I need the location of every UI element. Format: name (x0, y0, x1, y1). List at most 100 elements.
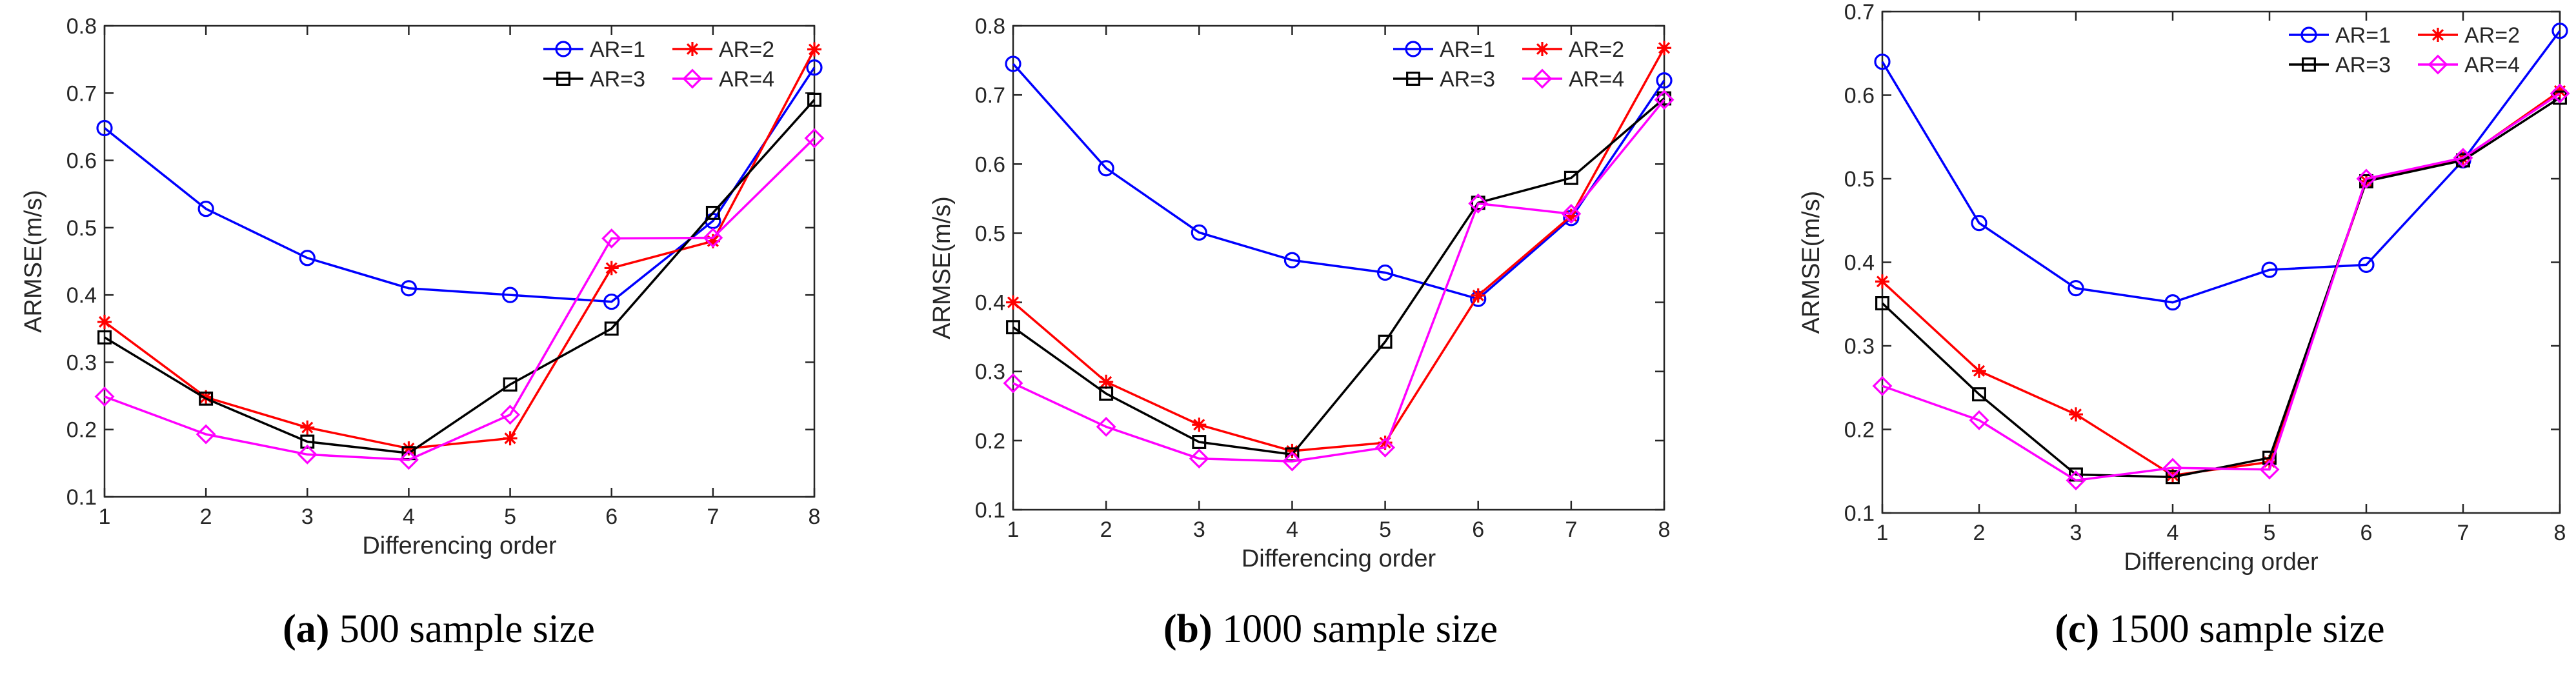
data-point-ar2 (300, 420, 315, 435)
x-tick-label: 2 (1973, 521, 1986, 545)
series-ar4 (1872, 83, 2570, 490)
series-ar2 (97, 42, 821, 456)
legend-label: AR=4 (2464, 53, 2520, 77)
y-tick-label: 0.6 (975, 152, 1005, 177)
series-line-ar3 (1012, 97, 1665, 456)
series-line-ar3 (104, 99, 816, 455)
data-point-ar4 (1375, 437, 1396, 458)
data-point-ar1 (1874, 54, 1891, 70)
data-point-ar3 (1192, 435, 1207, 449)
data-point-ar2 (1564, 208, 1578, 223)
data-point-ar3 (300, 434, 315, 449)
data-point-ar2 (1192, 417, 1207, 432)
data-point-ar2 (401, 441, 416, 456)
panel-caption-letter: (a) (283, 607, 329, 651)
data-point-ar4 (500, 405, 521, 425)
legend: AR=1 AR=3 AR=2 AR=4 (2289, 23, 2520, 77)
data-point-ar4 (1003, 373, 1023, 394)
legend-marker (1406, 72, 1420, 86)
x-tick-label: 2 (1100, 517, 1112, 542)
data-point-ar4 (2550, 83, 2570, 104)
data-point-ar4 (601, 228, 622, 249)
data-point-ar1 (197, 201, 214, 217)
data-point-ar4 (398, 450, 419, 470)
data-point-ar1 (603, 293, 620, 310)
data-point-ar3 (1972, 387, 1986, 402)
legend-marker (556, 72, 570, 86)
legend-marker (2302, 57, 2316, 72)
series-line-ar4 (1012, 99, 1665, 463)
legend-entry-ar4: AR=4 (672, 67, 774, 92)
legend-marker (2431, 28, 2445, 42)
y-tick-label: 0.4 (66, 283, 97, 308)
chart-panel-1: 0.1 0.2 0.3 0.4 0.5 0.6 0.7 0.8 1 2 3 4 5 6 7 8 Differen… (20, 14, 825, 651)
data-point-ar3 (2262, 450, 2277, 465)
data-point-ar4 (196, 424, 216, 445)
data-point-ar4 (2066, 470, 2086, 490)
data-point-ar3 (2166, 470, 2180, 485)
x-tick-label: 5 (504, 505, 516, 529)
data-point-ar3 (1564, 170, 1578, 185)
x-tick-label: 2 (200, 505, 212, 529)
legend-label: AR=2 (719, 37, 774, 62)
y-tick-label: 0.1 (975, 498, 1005, 523)
legend-entry-ar1: AR=1 (1393, 37, 1495, 62)
series-line-ar1 (103, 66, 816, 303)
data-point-ar3 (1471, 196, 1485, 210)
data-point-ar1 (400, 280, 418, 297)
series-ar4 (1003, 90, 1675, 472)
data-point-ar3 (1378, 334, 1393, 349)
data-point-ar1 (806, 59, 823, 76)
data-point-ar3 (503, 377, 518, 392)
data-point-ar2 (1657, 41, 1671, 55)
y-tick-label: 0.2 (66, 418, 97, 443)
x-tick-label: 3 (1193, 517, 1205, 542)
legend-marker (555, 41, 572, 57)
legend-label: AR=1 (590, 37, 645, 62)
data-point-ar1 (1191, 224, 1207, 241)
x-tick-label: 5 (2264, 521, 2276, 545)
x-tick-label: 3 (2070, 521, 2082, 545)
legend-label: AR=4 (1569, 67, 1624, 92)
legend-label: AR=4 (719, 67, 774, 92)
y-tick-label: 0.3 (975, 360, 1005, 385)
y-tick-label: 0.8 (66, 14, 97, 39)
data-point-ar1 (2068, 280, 2084, 297)
legend-entry-ar3: AR=3 (543, 67, 645, 92)
panel-caption: (c) 1500 sample size (2055, 607, 2384, 651)
data-point-ar4 (297, 444, 317, 465)
data-point-ar1 (501, 286, 519, 303)
data-point-ar4 (1189, 448, 1209, 469)
series-line-ar2 (103, 48, 816, 450)
series-ar3 (97, 92, 821, 461)
x-tick-label: 3 (301, 505, 314, 529)
legend-label: AR=1 (1440, 37, 1495, 62)
data-point-ar2 (2069, 407, 2083, 422)
legend-label: AR=2 (1569, 37, 1624, 62)
x-tick-label: 7 (2457, 521, 2470, 545)
y-tick-label: 0.5 (66, 216, 97, 241)
data-point-ar4 (1969, 410, 1989, 430)
legend-label: AR=1 (2335, 23, 2391, 48)
panel-caption-letter: (c) (2055, 607, 2099, 651)
legend-marker (2428, 54, 2448, 75)
y-tick-label: 0.2 (1844, 418, 1875, 443)
data-point-ar2 (1099, 374, 1114, 389)
x-tick-label: 1 (1877, 521, 1889, 545)
data-point-ar1 (2358, 256, 2375, 273)
panel-caption: (a) 500 sample size (283, 607, 595, 651)
legend-marker (1405, 41, 1422, 57)
plot-area (1012, 25, 1665, 511)
y-tick-label: 0.2 (975, 429, 1005, 454)
data-point-ar4 (804, 128, 825, 148)
y-tick-label: 0.5 (1844, 167, 1875, 192)
legend-entry-ar4: AR=4 (1522, 67, 1624, 92)
plot-area (103, 25, 816, 498)
legend-entry-ar2: AR=2 (672, 37, 774, 62)
legend-label: AR=3 (2335, 53, 2391, 77)
legend-marker (1532, 68, 1553, 89)
chart-panel-3: 0.1 0.2 0.3 0.4 0.5 0.6 0.7 1 2 3 4 5 6 7 8 Differencin… (1798, 0, 2570, 651)
data-point-ar2 (807, 42, 821, 57)
legend-marker (1535, 42, 1549, 56)
panel-caption-text: 500 sample size (329, 607, 595, 651)
